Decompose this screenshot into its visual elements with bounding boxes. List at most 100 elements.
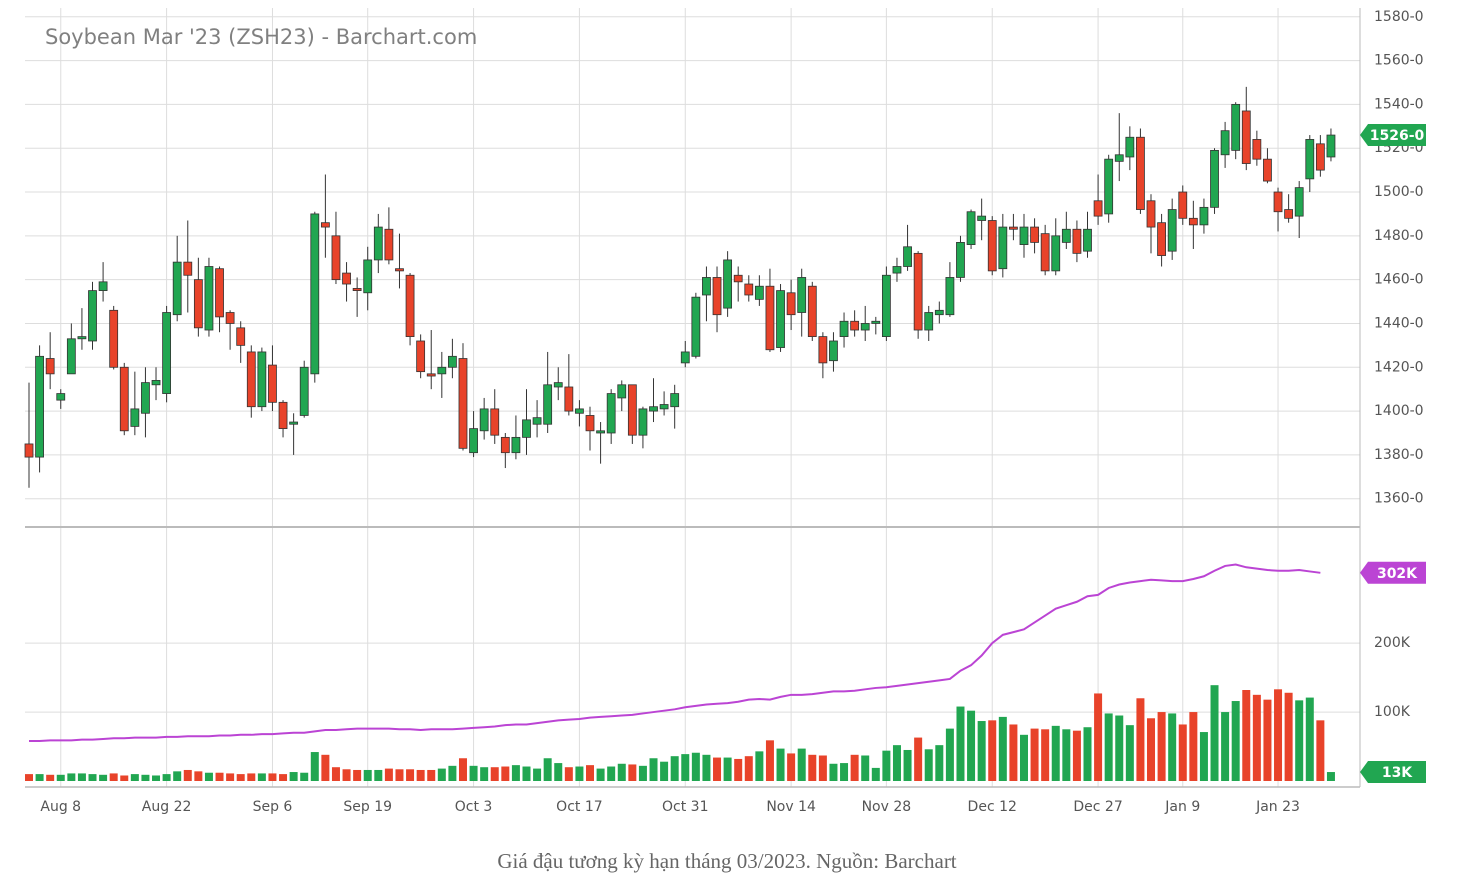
candle-body: [1114, 154, 1124, 162]
volume-bar: [406, 769, 415, 781]
volume-bar: [204, 772, 213, 781]
candle-body: [659, 404, 669, 410]
candle-body: [702, 277, 711, 296]
volume-bar: [395, 769, 404, 781]
volume-bar: [1252, 694, 1261, 781]
candle-body: [56, 393, 66, 401]
candle-body: [77, 336, 87, 340]
candle-body: [225, 312, 235, 324]
y-tick-label: 1500-0: [1374, 184, 1424, 200]
volume-bar: [1316, 720, 1325, 781]
volume-bar: [511, 765, 520, 781]
x-tick-label: Oct 3: [455, 799, 493, 815]
volume-bar: [670, 756, 679, 781]
chart-title: Soybean Mar '23 (ZSH23) - Barchart.com: [45, 25, 477, 49]
volume-bar: [967, 710, 976, 781]
volume-bar: [787, 753, 796, 781]
candle-body: [585, 415, 595, 432]
volume-bar: [469, 765, 478, 781]
volume-bar: [99, 774, 108, 781]
candle-body: [670, 393, 680, 408]
candle-body: [998, 226, 1008, 270]
volume-bar: [935, 745, 944, 781]
candle-body: [744, 283, 754, 296]
volume-bar: [152, 775, 161, 781]
volume-bar: [130, 774, 139, 781]
candle-body: [1051, 235, 1061, 272]
candle-body: [500, 436, 510, 454]
volume-bar: [310, 752, 319, 781]
candle-body: [1220, 130, 1230, 156]
candle-body: [35, 355, 44, 458]
volume-bar: [977, 721, 986, 781]
volume-bar: [522, 766, 531, 781]
volume-bar: [268, 773, 277, 781]
candle-body: [1083, 228, 1092, 252]
candle-body: [924, 312, 934, 331]
volume-bar: [1147, 718, 1156, 781]
candle-body: [564, 386, 574, 412]
x-tick-label: Aug 8: [40, 799, 81, 815]
candle-body: [416, 340, 426, 373]
volume-bar: [1019, 734, 1028, 781]
candle-body: [913, 252, 923, 331]
volume-bar: [586, 765, 595, 781]
volume-bar: [257, 773, 266, 781]
volume-bar: [173, 771, 182, 781]
candle-body: [1294, 187, 1304, 217]
volume-bar: [755, 751, 764, 781]
volume-bar: [575, 766, 584, 781]
candle-body: [458, 358, 468, 449]
volume-bar: [374, 769, 383, 781]
volume-bar: [490, 767, 499, 781]
candle-body: [1188, 217, 1198, 226]
candle-body: [405, 274, 415, 338]
volume-bar: [988, 720, 997, 781]
volume-bar: [416, 769, 425, 781]
candle-body: [352, 288, 362, 291]
volume-bar: [384, 768, 393, 781]
y-tick-label: 1440-0: [1374, 315, 1424, 331]
candle-body: [162, 312, 172, 394]
volume-bar: [1295, 700, 1304, 781]
volume-bar: [564, 767, 573, 781]
volume-bar: [162, 774, 171, 781]
volume-bar: [300, 772, 309, 781]
candle-body: [553, 382, 563, 388]
candle-body: [109, 309, 119, 368]
y-tick-label: 1460-0: [1374, 272, 1424, 288]
volume-bar: [1168, 713, 1177, 781]
volume-bar: [924, 749, 933, 781]
candle-body: [88, 290, 97, 342]
candle-body: [606, 393, 616, 434]
candle-body: [1326, 134, 1336, 158]
volume-bar: [691, 752, 700, 781]
candle-body: [141, 382, 150, 414]
candle-body: [881, 274, 891, 338]
candle-body: [649, 406, 658, 412]
volume-bar: [363, 769, 372, 781]
candle-body: [1252, 139, 1262, 160]
candle-body: [860, 323, 870, 331]
volume-bar: [1030, 728, 1039, 781]
candle-body: [257, 351, 267, 408]
volume-bar: [797, 748, 806, 781]
volume-bar: [279, 774, 288, 781]
candle-body: [395, 268, 404, 272]
candle-body: [1315, 143, 1325, 171]
volume-bar: [607, 766, 616, 781]
candle-body: [299, 366, 309, 416]
candle-body: [469, 428, 478, 454]
candle-body: [1284, 209, 1294, 219]
candle-body: [807, 285, 817, 338]
volume-bar: [1115, 715, 1124, 781]
volume-bar: [1178, 724, 1187, 781]
last-price-tag-shape: [1360, 124, 1426, 147]
x-tick-label: Sep 19: [343, 799, 392, 815]
candle-body: [723, 259, 733, 309]
candle-body: [66, 338, 76, 375]
volume-bar: [67, 773, 76, 781]
volume-bar: [861, 755, 870, 781]
candle-body: [712, 277, 722, 316]
